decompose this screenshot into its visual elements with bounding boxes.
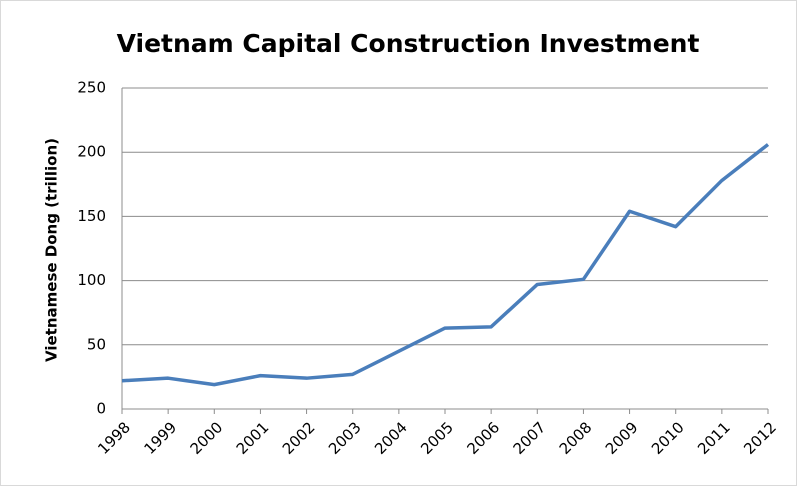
y-tick-label: 150 [77, 207, 106, 225]
chart-title: Vietnam Capital Construction Investment [117, 29, 700, 58]
y-tick-label: 50 [87, 335, 106, 353]
y-tick-label: 200 [77, 143, 106, 161]
y-tick-label: 250 [77, 79, 106, 97]
y-tick-label: 0 [96, 400, 106, 418]
y-axis-label: Vietnamese Dong (trillion) [43, 138, 61, 362]
y-tick-label: 100 [77, 271, 106, 289]
data-line [121, 143, 770, 387]
